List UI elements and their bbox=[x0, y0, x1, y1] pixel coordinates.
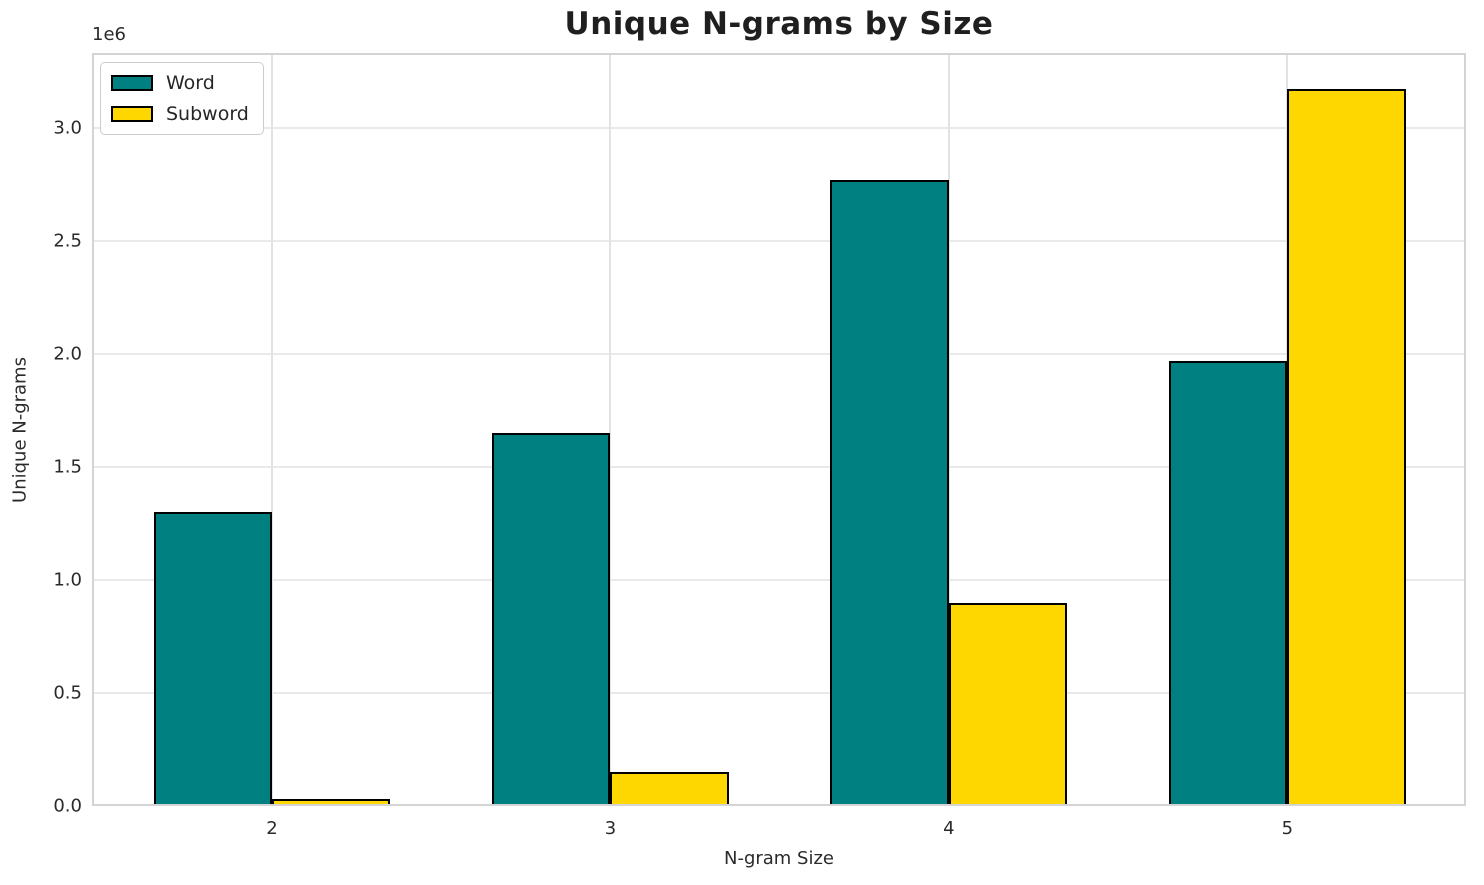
y-tick-label: 0.0 bbox=[53, 795, 82, 817]
y-gridline bbox=[92, 578, 1466, 581]
x-tick-label: 3 bbox=[604, 818, 617, 839]
legend-item-subword: Subword bbox=[111, 103, 249, 125]
x-tick-label: 4 bbox=[943, 818, 955, 839]
x-tick-label: 2 bbox=[266, 818, 278, 839]
y-gridline bbox=[92, 239, 1466, 242]
legend-label-subword: Subword bbox=[166, 103, 249, 125]
y-gridline bbox=[92, 465, 1466, 468]
chart-title: Unique N-grams by Size bbox=[564, 6, 994, 42]
y-gridline bbox=[92, 352, 1466, 355]
bar-word-2 bbox=[153, 512, 273, 806]
x-axis-title: N-gram Size bbox=[723, 848, 835, 869]
bar-word-5 bbox=[1168, 360, 1288, 806]
legend-swatch-word bbox=[111, 75, 153, 91]
y-tick-label: 3.0 bbox=[53, 117, 82, 139]
x-gridline bbox=[609, 53, 612, 806]
bar-subword-2 bbox=[272, 799, 391, 806]
y-tick-label: 2.5 bbox=[53, 230, 82, 252]
legend-label-word: Word bbox=[166, 72, 215, 94]
x-gridline bbox=[947, 53, 950, 806]
y-gridline bbox=[92, 126, 1466, 129]
bar-word-4 bbox=[830, 179, 949, 806]
bar-subword-4 bbox=[948, 602, 1068, 806]
y-axis-title: Unique N-grams bbox=[9, 357, 31, 503]
x-gridline bbox=[271, 53, 274, 806]
y-tick-label: 1.0 bbox=[53, 569, 82, 591]
bar-subword-5 bbox=[1287, 89, 1406, 806]
y-tick-label: 0.5 bbox=[53, 682, 82, 704]
bar-subword-3 bbox=[610, 772, 729, 806]
legend-swatch-subword bbox=[111, 106, 153, 122]
bar-word-3 bbox=[492, 432, 611, 806]
y-gridline bbox=[92, 691, 1466, 694]
plot-area bbox=[92, 53, 1466, 806]
y-tick-label: 1.5 bbox=[53, 456, 82, 478]
legend-item-word: Word bbox=[111, 72, 249, 94]
x-tick-label: 5 bbox=[1281, 818, 1294, 839]
legend: Word Subword bbox=[100, 62, 264, 135]
y-tick-label: 2.0 bbox=[53, 343, 82, 365]
y-axis-offset-label: 1e6 bbox=[92, 24, 126, 45]
